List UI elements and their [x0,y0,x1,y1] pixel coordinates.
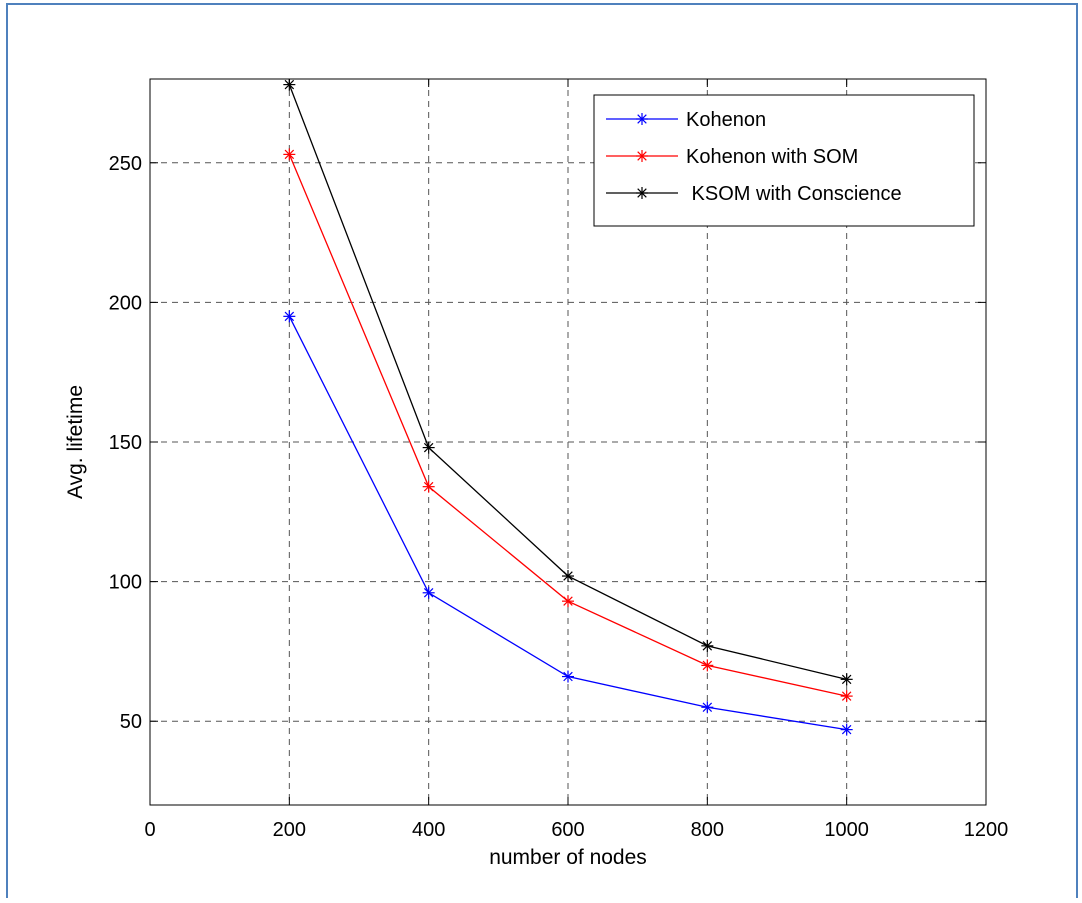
y-tick-label: 50 [120,711,142,733]
marker-stroke [637,114,647,124]
x-tick-label: 1200 [964,819,1009,841]
x-tick-label: 800 [691,819,724,841]
marker-stroke [423,588,434,598]
x-tick-label: 600 [551,819,584,841]
series-group [283,78,853,736]
marker-stroke [563,596,573,606]
data-point [422,480,435,493]
series-2 [283,148,853,703]
data-point [562,595,574,608]
y-tick-label: 250 [109,153,142,175]
legend-label: Kohenon [686,109,766,131]
legend-label: KSOM with Conscience [686,183,902,205]
x-tick-label: 0 [144,819,155,841]
x-tick-label: 1000 [824,819,869,841]
marker-stroke [423,442,434,453]
marker-stroke [702,702,713,713]
data-point [840,690,853,703]
legend-item: KSOM with Conscience [606,183,902,205]
marker-stroke [841,724,852,735]
data-point [422,441,435,454]
data-point [562,670,574,683]
y-tick-label: 150 [109,432,142,454]
marker-stroke [702,641,713,651]
x-tick-label: 400 [412,819,445,841]
data-point [701,659,714,672]
legend-label: Kohenon with SOM [686,146,858,168]
legend-item: Kohenon [606,109,766,131]
x-tick-label: 200 [273,819,306,841]
data-point [283,310,296,323]
marker-stroke [637,188,647,198]
marker-stroke [563,571,573,581]
x-axis-label: number of nodes [489,846,647,869]
marker-stroke [702,660,713,671]
marker-stroke [841,691,852,701]
marker-stroke [841,674,852,685]
series-1 [283,310,853,736]
legend: Kohenon Kohenon with SOM KSOM with Consci… [593,94,975,227]
marker-stroke [637,151,647,161]
legend-box [593,94,975,227]
data-point [701,701,714,714]
legend-item: Kohenon with SOM [606,146,858,168]
axis-ticks: 0 200 400 600 800 1000 1200 50 100 150 200 250 [109,79,1009,841]
data-point [422,586,435,599]
data-point [701,639,714,652]
data-point [283,78,296,91]
y-axis-label: Avg. lifetime [64,385,87,499]
y-tick-label: 200 [109,292,142,314]
data-point [840,673,853,686]
page-border [6,3,1078,903]
marker-stroke [284,79,295,90]
marker-stroke [284,149,295,160]
y-tick-label: 100 [109,572,142,594]
data-point [283,148,296,161]
marker-stroke [563,671,573,682]
marker-stroke [284,311,295,322]
data-point [562,570,574,583]
marker-stroke [423,481,434,492]
data-point [840,723,853,736]
series-3 [283,78,853,686]
